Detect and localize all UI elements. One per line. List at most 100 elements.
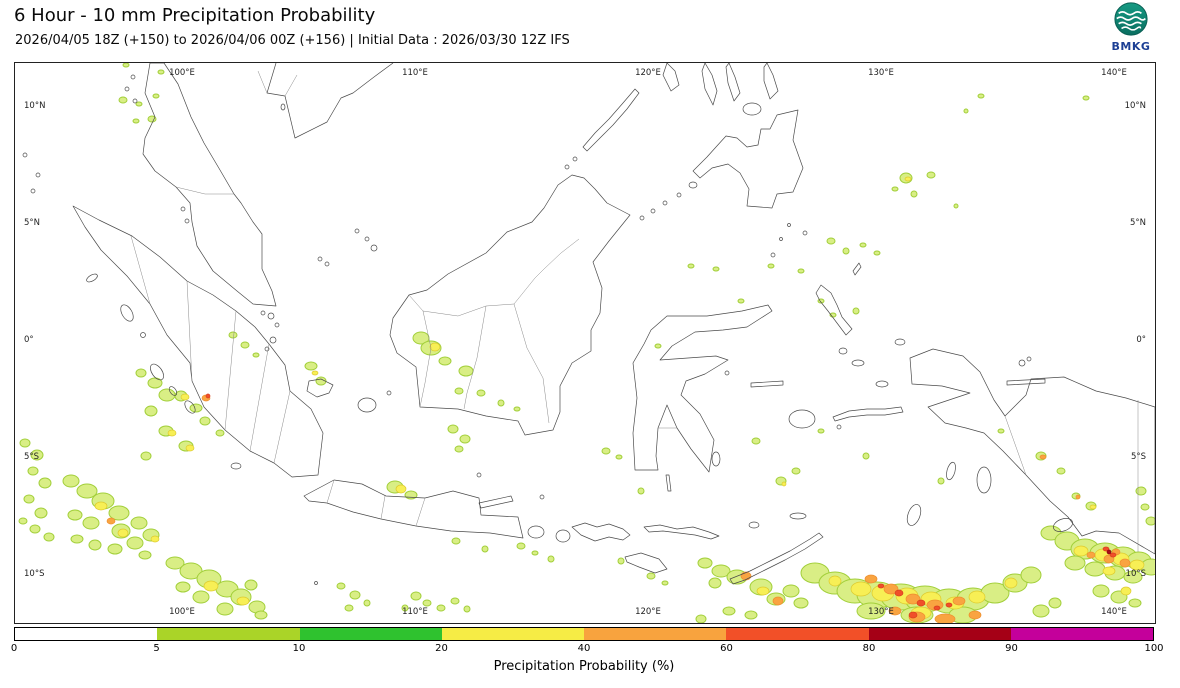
precip-blob (856, 602, 886, 620)
precip-blob (646, 572, 656, 580)
precip-blob (531, 550, 539, 556)
precip-blob (782, 584, 800, 598)
precip-blob (937, 477, 945, 485)
precip-blob (744, 610, 758, 620)
lat-tick-label: 5°N (24, 218, 40, 228)
precip-blob (661, 580, 669, 586)
precip-blob (1056, 467, 1066, 475)
colorbar-tick-label: 40 (577, 643, 591, 654)
colorbar-ticks: 0 5 10 20 40 60 80 90 100 (11, 643, 1164, 656)
precip-blob (203, 580, 219, 592)
precip-blob (144, 405, 158, 417)
precip-blob (244, 579, 258, 591)
precip-blob (107, 543, 123, 555)
precip-blob (934, 613, 956, 623)
lon-tick-label: 110°E (402, 68, 428, 78)
precip-blob (772, 596, 784, 606)
precip-blob (30, 449, 44, 461)
precip-blob (601, 447, 611, 455)
precip-blob (82, 516, 100, 530)
precip-blob (513, 406, 521, 412)
precip-blob (147, 115, 157, 123)
precip-blob (199, 416, 211, 426)
precip-blob (216, 602, 234, 616)
precipitation-map: 100°E 100°E 110°E 110°E 120°E 120°E 130°E 130°E… (14, 62, 1156, 624)
precip-blob (88, 539, 102, 551)
lat-tick-label: 10°S (24, 569, 44, 579)
precip-blob (254, 610, 268, 620)
precip-blob (130, 516, 148, 530)
lat-tick-label: 10°N (24, 101, 45, 111)
precip-blob (150, 535, 160, 543)
precip-blob (977, 93, 985, 99)
precip-blob (1020, 566, 1042, 584)
precip-blob (76, 483, 98, 499)
precip-blob (905, 593, 921, 605)
precip-blob (135, 368, 147, 378)
precip-blob (94, 501, 108, 511)
precip-blob (615, 454, 623, 460)
lon-tick-label: 130°E (868, 607, 894, 617)
bmkg-logo: BMKG (1108, 1, 1154, 52)
precip-blob (476, 389, 486, 397)
precip-blob (926, 171, 936, 179)
precip-blob (617, 557, 625, 565)
precip-blob (118, 96, 128, 104)
precip-blob (34, 507, 48, 519)
precip-blob (1084, 561, 1106, 577)
precip-blob (1075, 494, 1081, 500)
precip-blob (756, 586, 770, 596)
colorbar-label: Precipitation Probability (%) (493, 659, 675, 674)
precip-blob (147, 377, 163, 389)
precip-blob (27, 466, 39, 476)
precip-blob (1102, 566, 1116, 576)
colorbar-segment (1010, 628, 1153, 640)
precip-blob (463, 605, 471, 613)
lat-tick-label: 0° (24, 335, 34, 345)
precip-blob (828, 575, 842, 587)
precip-blob (873, 250, 881, 256)
colorbar-segment (868, 628, 1011, 640)
precip-blob (695, 614, 707, 623)
precip-blob (1123, 570, 1143, 584)
precip-blob (167, 429, 177, 437)
precip-blob (968, 590, 986, 604)
precip-blob (1032, 604, 1050, 618)
precip-blob (1039, 454, 1047, 460)
lon-tick-label: 100°E (169, 68, 195, 78)
precip-blob (450, 597, 460, 605)
precip-blob (180, 393, 190, 401)
precip-blob (547, 555, 555, 563)
precip-blob (336, 582, 346, 590)
lon-tick-label: 130°E (868, 68, 894, 78)
precip-blob (708, 577, 722, 589)
precip-blob (859, 242, 867, 248)
precip-blob (1119, 558, 1131, 568)
precip-blob (1145, 516, 1155, 526)
precip-blob (422, 599, 432, 607)
precip-blob (18, 517, 28, 525)
precip-blob (451, 537, 461, 545)
precip-blob (395, 484, 407, 494)
precip-blob (797, 268, 805, 274)
colorbar (14, 627, 1154, 641)
precip-blob (29, 524, 41, 534)
precip-blob (152, 93, 160, 99)
lat-tick-label: 10°S (1126, 569, 1146, 579)
precip-blob (1082, 95, 1090, 101)
precip-blob (1092, 584, 1110, 598)
precip-blob (1089, 504, 1097, 510)
country-borders (130, 70, 1139, 552)
precip-blob (135, 101, 143, 107)
precip-blob (67, 509, 83, 521)
precip-blob (740, 571, 752, 581)
colorbar-tick-label: 60 (720, 643, 733, 654)
precip-blob (363, 599, 371, 607)
precip-blob (864, 574, 878, 584)
precip-blob (236, 596, 250, 606)
colorbar-tick-label: 10 (292, 643, 306, 654)
coastlines (22, 63, 1155, 585)
colorbar-segment (157, 628, 300, 640)
precip-blob (311, 370, 319, 376)
colorbar-segment (726, 628, 869, 640)
